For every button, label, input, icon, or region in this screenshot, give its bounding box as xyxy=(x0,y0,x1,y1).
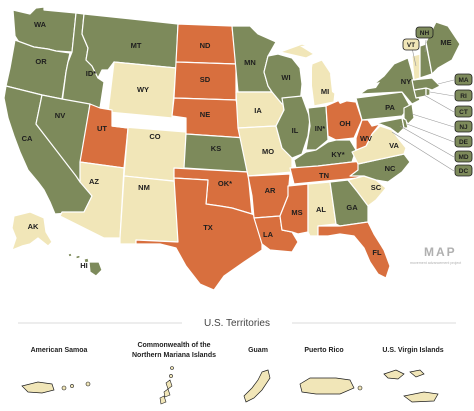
state-IL[interactable] xyxy=(275,95,311,159)
state-PA[interactable] xyxy=(355,91,411,121)
territories-section: U.S. Territories American Samoa Commonwe… xyxy=(18,318,456,405)
territory-cnmi-name-line1: Commonwealth of the xyxy=(137,342,210,349)
label-NY: NY xyxy=(401,77,411,86)
territory-cnmi-shape[interactable] xyxy=(159,366,174,405)
state-TX[interactable] xyxy=(135,177,263,291)
label-ID: ID* xyxy=(86,69,97,78)
state-FL[interactable] xyxy=(317,221,391,279)
vt-callout-label: VT xyxy=(407,42,415,49)
state-AK[interactable] xyxy=(11,211,53,251)
territory-puerto-rico-shape[interactable] xyxy=(299,377,363,395)
label-OR: OR xyxy=(35,57,47,66)
label-LA: LA xyxy=(263,230,274,239)
state-NY[interactable] xyxy=(359,57,421,105)
state-NM[interactable] xyxy=(119,175,183,245)
label-MI: MI xyxy=(321,87,329,96)
state-WY[interactable] xyxy=(107,61,177,119)
label-AK: AK xyxy=(28,222,39,231)
state-NJ[interactable] xyxy=(403,103,415,125)
state-MA[interactable] xyxy=(411,77,441,91)
label-PA: PA xyxy=(385,103,395,112)
label-SD: SD xyxy=(200,75,211,84)
label-AL: AL xyxy=(316,205,326,214)
label-KS: KS xyxy=(211,144,221,153)
vt-callout[interactable] xyxy=(402,38,420,51)
state-NC[interactable] xyxy=(349,153,411,183)
dc-callout-label: DC xyxy=(459,168,469,175)
nh-callout-label: NH xyxy=(420,30,430,37)
map-badge: MAP movement advancement project xyxy=(410,245,461,265)
label-ND: ND xyxy=(200,41,211,50)
label-IN: IN* xyxy=(315,124,326,133)
label-KY: KY* xyxy=(331,150,344,159)
label-ME: ME xyxy=(440,38,451,47)
label-AR: AR xyxy=(265,186,276,195)
territory-american-samoa-name: American Samoa xyxy=(31,347,88,354)
great-lakes xyxy=(300,44,380,104)
label-TX: TX xyxy=(203,223,213,232)
ct-callout[interactable] xyxy=(454,105,473,118)
label-UT: UT xyxy=(97,124,107,133)
nj-callout[interactable] xyxy=(454,120,473,133)
md-callout[interactable] xyxy=(454,150,473,163)
territory-usvi-name: U.S. Virgin Islands xyxy=(382,347,443,354)
territory-guam-name: Guam xyxy=(248,347,268,354)
map-badge-title: MAP xyxy=(424,245,457,259)
territory-usvi-shape[interactable] xyxy=(383,369,439,403)
label-NC: NC xyxy=(385,164,396,173)
label-MN: MN xyxy=(244,58,256,67)
label-IA: IA xyxy=(254,106,262,115)
ri-callout-label: RI xyxy=(460,93,467,100)
md-callout-label: MD xyxy=(458,154,468,161)
nh-callout[interactable] xyxy=(415,26,434,39)
state-ME[interactable] xyxy=(425,21,461,75)
small-state-callouts: VT NH MA RI CT NJ DE MD DC xyxy=(391,26,473,177)
state-VT[interactable] xyxy=(411,53,421,81)
label-SC: SC xyxy=(371,183,382,192)
nj-callout-label: NJ xyxy=(459,124,468,131)
territory-american-samoa-shape[interactable] xyxy=(21,381,91,394)
label-FL: FL xyxy=(372,248,382,257)
label-AZ: AZ xyxy=(89,177,99,186)
territory-puerto-rico-name: Puerto Rico xyxy=(304,347,343,354)
state-KS[interactable] xyxy=(183,133,249,173)
label-MO: MO xyxy=(262,147,274,156)
dc-callout[interactable] xyxy=(454,164,473,177)
label-CO: CO xyxy=(149,132,160,141)
label-HI: HI xyxy=(80,261,88,270)
label-OK: OK* xyxy=(218,179,232,188)
label-NE: NE xyxy=(200,110,210,119)
label-NM: NM xyxy=(138,183,150,192)
ct-callout-label: CT xyxy=(459,109,468,116)
de-callout-label: DE xyxy=(459,139,469,146)
territory-cnmi-name-line2: Northern Mariana Islands xyxy=(132,352,216,359)
label-WI: WI xyxy=(281,73,290,82)
ma-callout[interactable] xyxy=(454,73,473,86)
ma-callout-label: MA xyxy=(458,77,468,84)
label-MS: MS xyxy=(291,208,302,217)
label-WY: WY xyxy=(137,85,149,94)
state-labels: WA OR CA ID* NV MT WY UT CO AZ NM ND SD … xyxy=(22,20,452,270)
label-WA: WA xyxy=(34,20,47,29)
map-badge-subtitle: movement advancement project xyxy=(410,261,461,265)
label-IL: IL xyxy=(292,126,299,135)
label-TN: TN xyxy=(319,171,329,180)
label-VA: VA xyxy=(389,141,399,150)
label-CA: CA xyxy=(22,134,33,143)
label-NV: NV xyxy=(55,111,65,120)
label-OH: OH xyxy=(339,119,350,128)
state-DE[interactable] xyxy=(401,117,409,129)
state-HI[interactable] xyxy=(67,252,103,277)
de-callout[interactable] xyxy=(454,135,473,148)
label-GA: GA xyxy=(346,203,358,212)
territory-guam-shape[interactable] xyxy=(243,369,271,403)
ri-callout[interactable] xyxy=(454,89,473,102)
label-MT: MT xyxy=(131,41,142,50)
territories-heading: U.S. Territories xyxy=(204,318,270,329)
label-WV: WV xyxy=(360,134,372,143)
